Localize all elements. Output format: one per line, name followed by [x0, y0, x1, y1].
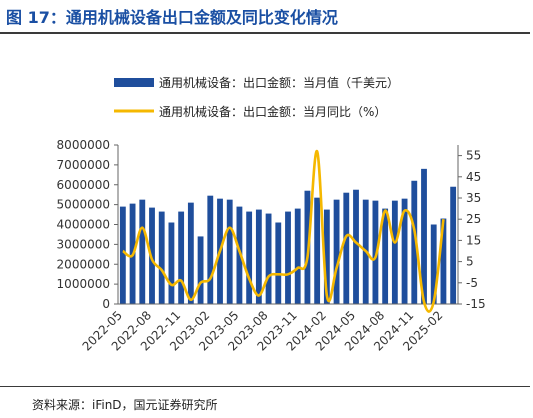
chart: 0 1000000 2000000 3000000 4000000 5000000 6000…: [57, 75, 486, 354]
right-tick-label: 55: [466, 149, 481, 163]
bar-2022-09: [158, 211, 165, 304]
yoy-line: [122, 150, 445, 313]
right-tick-label: 35: [466, 191, 481, 205]
source-note: 资料来源：iFinD，国元证券研究所: [32, 398, 218, 412]
left-tick-label: 6000000: [57, 178, 110, 192]
right-tick-label: 5: [466, 255, 474, 269]
bar-2023-01: [197, 236, 204, 304]
bar-2025-01: [430, 224, 437, 304]
left-tick-label: 2000000: [57, 257, 110, 271]
bar-2024-12: [421, 168, 427, 304]
bar-2022-07: [139, 199, 146, 304]
bar-2022-05: [119, 206, 126, 304]
right-tick-label: -15: [466, 297, 486, 311]
left-tick-label: 1000000: [57, 277, 110, 291]
left-tick-label: 0: [102, 297, 110, 311]
bar-2023-08: [265, 213, 272, 304]
bar-2023-11: [294, 208, 301, 304]
source-divider: [0, 386, 530, 387]
legend-bar-label: 通用机械设备：出口金额：当月值（千美元）: [159, 75, 399, 90]
right-tick-label: -5: [466, 276, 478, 290]
bar-2024-11: [411, 180, 418, 304]
bar-2022-12: [187, 202, 194, 304]
bar-2024-07: [372, 200, 379, 304]
bar-2025-02: [440, 218, 447, 304]
right-tick-label: 25: [466, 212, 481, 226]
bar-2023-02: [207, 195, 214, 304]
bar-2024-02: [323, 209, 330, 304]
right-tick-label: 15: [466, 233, 481, 247]
bar-2023-09: [275, 222, 282, 304]
bar-2023-05: [236, 206, 243, 304]
left-tick-label: 5000000: [57, 198, 110, 212]
right-tick-label: 45: [466, 170, 481, 184]
bar-2025-03: [450, 186, 457, 304]
legend-line-label: 通用机械设备：出口金额：当月同比（%）: [159, 104, 386, 119]
figure-title: 图 17：通用机械设备出口金额及同比变化情况: [6, 8, 338, 27]
bar-2024-01: [314, 197, 321, 304]
bar-2024-08: [382, 208, 389, 304]
bar-2024-03: [333, 199, 340, 304]
bar-2024-09: [391, 200, 398, 304]
title-divider: [0, 32, 530, 34]
legend-bar-swatch: [114, 78, 154, 87]
left-tick-label: 7000000: [57, 158, 110, 172]
bar-2023-04: [226, 199, 233, 304]
bar-2024-10: [401, 198, 408, 304]
bar-2024-05: [353, 189, 359, 304]
bar-2023-10: [285, 211, 291, 304]
bar-2022-11: [178, 211, 185, 304]
bar-2022-10: [168, 222, 175, 304]
bar-2023-07: [255, 209, 262, 304]
bar-2024-04: [343, 192, 350, 304]
left-tick-label: 8000000: [57, 138, 110, 152]
left-tick-label: 4000000: [57, 218, 110, 232]
left-tick-label: 3000000: [57, 237, 110, 251]
bar-2023-06: [246, 211, 253, 304]
